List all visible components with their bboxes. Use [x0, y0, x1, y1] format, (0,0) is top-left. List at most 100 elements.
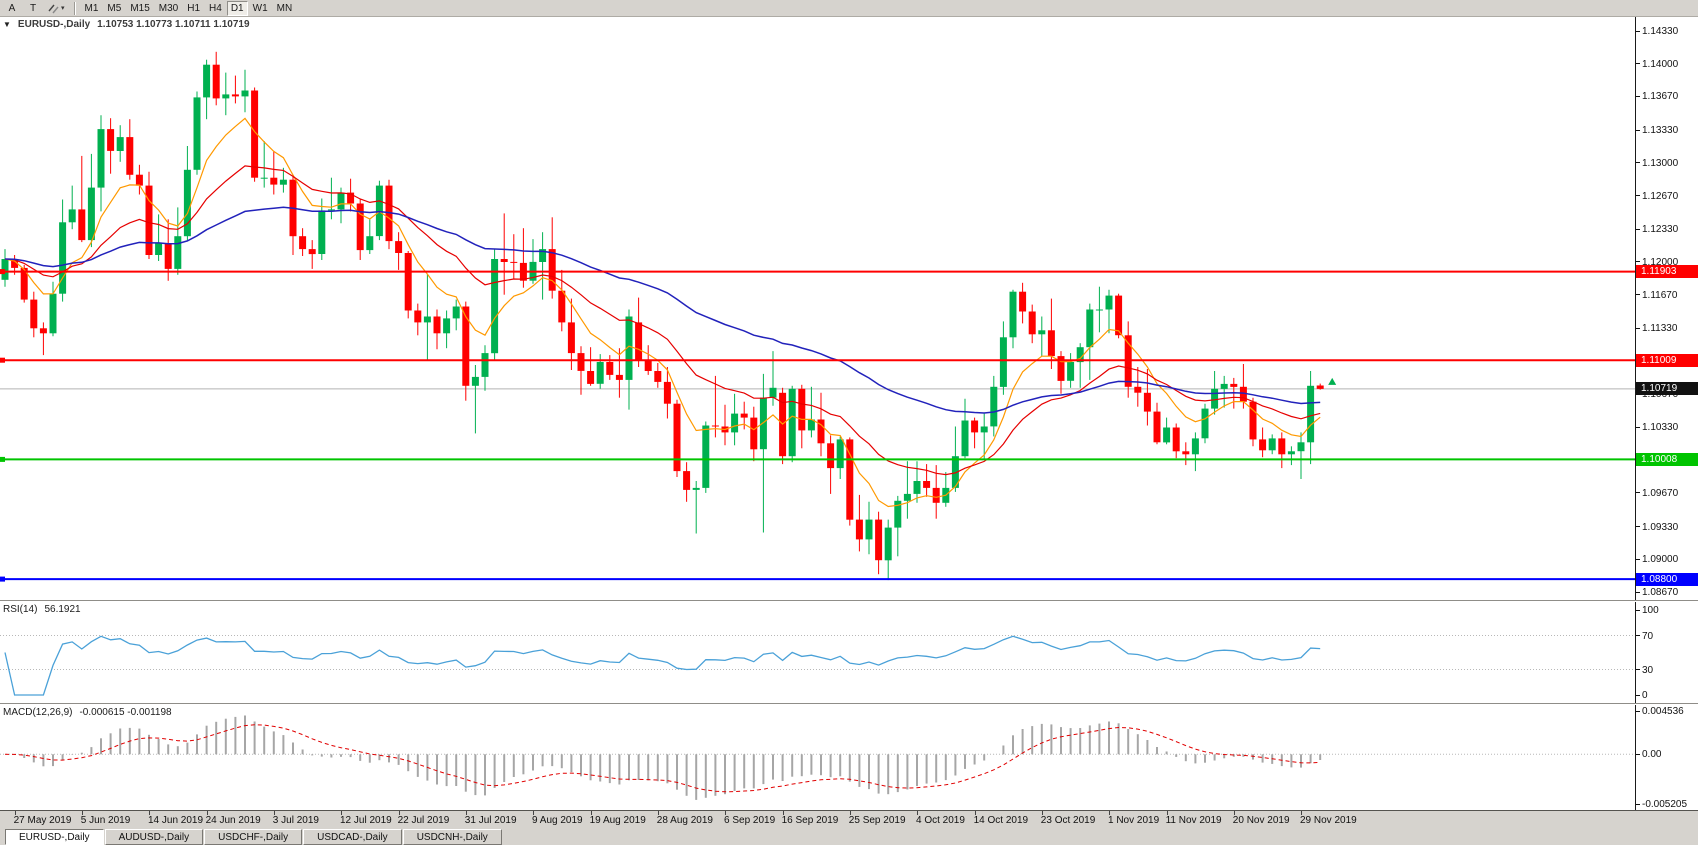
- hline-handle[interactable]: [0, 456, 5, 462]
- axis-tick-mark: [1636, 492, 1640, 494]
- macd-histogram: [13, 715, 1322, 800]
- time-axis[interactable]: 27 May 2019 5 Jun 2019 14 Jun 2019 24 Jun 2…: [0, 810, 1698, 828]
- rsi-axis-label: 30: [1642, 664, 1654, 676]
- axis-tick-mark: [1636, 558, 1640, 560]
- hline-handle[interactable]: [0, 357, 5, 363]
- date-tick-mark: [782, 811, 784, 815]
- timeframe-button-h1[interactable]: H1: [183, 1, 204, 16]
- date-tick-mark: [398, 811, 400, 815]
- chart-tab-eurusd[interactable]: EURUSD-,Daily: [5, 829, 104, 845]
- axis-tick-mark: [1636, 261, 1640, 263]
- macd-axis-label: 0.00: [1642, 749, 1662, 761]
- chart-tab-audusd[interactable]: AUDUSD-,Daily: [104, 829, 204, 845]
- rsi-axis-label: 0: [1642, 690, 1648, 701]
- macd-axis[interactable]: 0.004536 0.00 -0.005205: [1635, 705, 1698, 810]
- axis-tick-mark: [1636, 228, 1640, 230]
- tab-bar-grip: [0, 829, 4, 845]
- date-label: 1 Nov 2019: [1108, 815, 1160, 826]
- price-axis-tick-label: 1.13670: [1642, 91, 1679, 103]
- axis-tick-mark: [1636, 195, 1640, 197]
- price-axis-tick-label: 1.12000: [1642, 256, 1679, 268]
- price-axis-tick-label: 1.14330: [1642, 26, 1679, 37]
- timeframe-button-m15[interactable]: M15: [126, 1, 153, 16]
- price-axis-tick-label: 1.10330: [1642, 422, 1679, 434]
- price-axis-tick-label: 1.13000: [1642, 157, 1679, 169]
- date-label: 11 Nov 2019: [1165, 815, 1222, 826]
- axis-tick-mark: [1636, 803, 1640, 805]
- toolbar-button-a[interactable]: A: [2, 1, 22, 16]
- rsi-name: RSI(14): [3, 604, 38, 615]
- date-tick-mark: [1041, 811, 1043, 815]
- chart-tab-usdchf[interactable]: USDCHF-,Daily: [204, 829, 303, 845]
- price-axis[interactable]: 1.14330 1.14000 1.13670 1.13330 1.13000 1.126…: [1635, 17, 1698, 600]
- price-axis-tick-label: 1.11330: [1642, 323, 1678, 335]
- horizontal-lines-layer: [0, 269, 1635, 582]
- timeframe-button-h4[interactable]: H4: [205, 1, 226, 16]
- timeframe-button-m1[interactable]: M1: [81, 1, 103, 16]
- panel-divider[interactable]: [0, 703, 1698, 705]
- date-tick-mark: [974, 811, 976, 815]
- price-chart-canvas[interactable]: [0, 17, 1635, 600]
- axis-tick-mark: [1636, 591, 1640, 593]
- timeframe-buttons: M1 M5 M15 M30 H1 H4 D1 W1 MN: [81, 0, 297, 16]
- current-price-box: 1.10719: [1636, 382, 1698, 396]
- macd-values: -0.000615 -0.001198: [79, 707, 172, 718]
- date-label: 3 Jul 2019: [272, 815, 319, 826]
- date-label: 6 Sep 2019: [724, 815, 776, 826]
- timeframe-button-m30[interactable]: M30: [155, 1, 182, 16]
- toolbar-button-t[interactable]: T: [23, 1, 43, 16]
- axis-tick-mark: [1636, 526, 1640, 528]
- date-label: 5 Jun 2019: [80, 815, 131, 826]
- price-axis-tick-label: 1.12330: [1642, 224, 1679, 236]
- date-tick-mark: [1166, 811, 1168, 815]
- axis-tick-mark: [1636, 30, 1640, 32]
- date-label: 25 Sep 2019: [848, 815, 906, 826]
- date-label: 14 Oct 2019: [973, 815, 1029, 826]
- chart-title: ▼ EURUSD-,Daily 1.10753 1.10773 1.10711 …: [3, 19, 250, 30]
- price-marker-arrow: [1328, 377, 1337, 385]
- collapse-icon[interactable]: ▼: [3, 20, 11, 29]
- chart-symbol-label: EURUSD-,Daily: [17, 19, 91, 30]
- date-tick-mark: [849, 811, 851, 815]
- macd-label: MACD(12,26,9) -0.000615 -0.001198: [3, 707, 172, 718]
- panel-divider[interactable]: [0, 600, 1698, 602]
- hline-handle[interactable]: [0, 576, 5, 582]
- date-tick-mark: [273, 811, 275, 815]
- date-tick-mark: [465, 811, 467, 815]
- macd-axis-label: 0.004536: [1642, 706, 1684, 717]
- timeframe-button-mn[interactable]: MN: [273, 1, 297, 16]
- timeframe-button-w1[interactable]: W1: [249, 1, 272, 16]
- date-tick-mark: [81, 811, 83, 815]
- price-axis-tick-label: 1.14000: [1642, 58, 1679, 70]
- price-panel: ▼ EURUSD-,Daily 1.10753 1.10773 1.10711 …: [0, 17, 1698, 600]
- axis-tick-mark: [1636, 710, 1640, 712]
- macd-name: MACD(12,26,9): [3, 707, 73, 718]
- date-label: 4 Oct 2019: [916, 815, 965, 826]
- axis-tick-mark: [1636, 609, 1640, 611]
- toolbar-separator: [73, 1, 76, 15]
- rsi-axis[interactable]: 100 70 30 0: [1635, 602, 1698, 703]
- chart-ohlc-values: 1.10753 1.10773 1.10711 1.10719: [97, 19, 250, 30]
- hline-handle[interactable]: [0, 269, 5, 275]
- hline-price-box: 1.10008: [1636, 452, 1698, 466]
- date-tick-mark: [341, 811, 342, 815]
- price-axis-tick-label: 1.12670: [1642, 190, 1679, 202]
- price-axis-tick-label: 1.11670: [1642, 289, 1678, 301]
- chart-tab-usdcnh[interactable]: USDCNH-,Daily: [402, 829, 502, 845]
- date-tick-mark: [590, 811, 592, 815]
- date-label: 23 Oct 2019: [1040, 815, 1096, 826]
- chart-tab-usdcad[interactable]: USDCAD-,Daily: [303, 829, 402, 845]
- macd-panel: MACD(12,26,9) -0.000615 -0.001198 0.0045…: [0, 705, 1698, 810]
- date-label: 31 Jul 2019: [464, 815, 517, 826]
- rsi-chart-canvas[interactable]: [0, 602, 1635, 703]
- timeframe-button-d1[interactable]: D1: [226, 0, 248, 16]
- macd-chart-canvas[interactable]: [0, 705, 1635, 810]
- rsi-line: [4, 635, 1321, 696]
- draw-tools-button[interactable]: ▾: [44, 1, 69, 16]
- timeframe-button-m5[interactable]: M5: [103, 1, 125, 16]
- price-axis-tick-label: 1.08670: [1642, 587, 1679, 598]
- axis-tick-mark: [1636, 162, 1640, 164]
